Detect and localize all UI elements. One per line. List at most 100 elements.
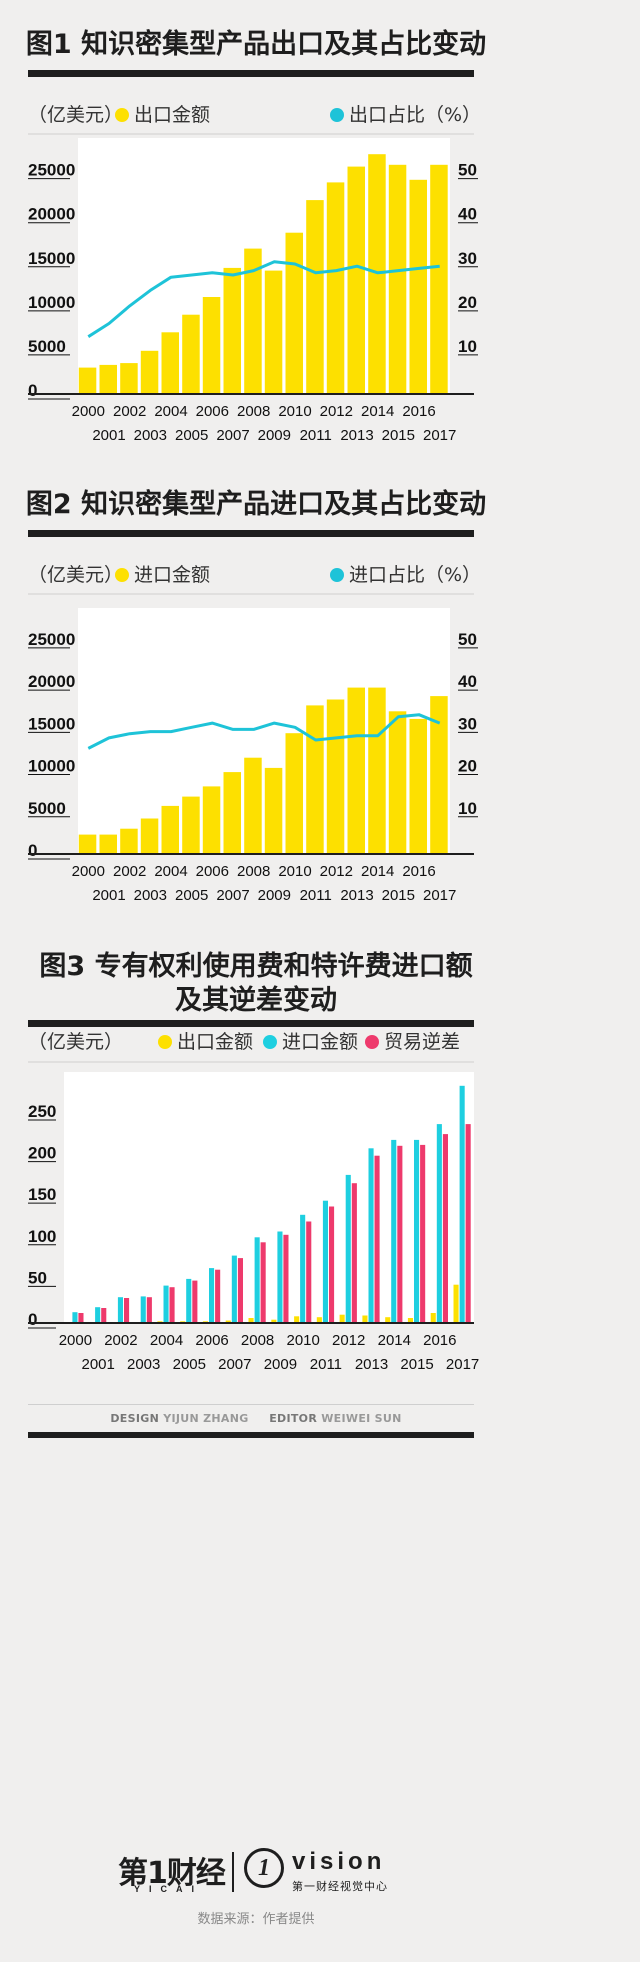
bar	[101, 1308, 107, 1323]
bar	[140, 818, 159, 854]
y-tick-label: 5000	[28, 337, 66, 356]
bar	[254, 1237, 260, 1323]
legend-swatch	[365, 1035, 379, 1049]
bar	[192, 1280, 198, 1323]
x-tick-label: 2006	[195, 1332, 228, 1349]
x-tick-label: 2009	[258, 427, 291, 444]
legend-swatch	[330, 108, 344, 122]
x-tick-label: 2002	[104, 1332, 137, 1349]
x-tick-label: 2008	[237, 863, 270, 880]
bar	[414, 1139, 420, 1323]
yicai-logo: 第1财经	[118, 1856, 226, 1891]
x-tick-label: 2001	[92, 427, 125, 444]
x-tick-label: 2010	[287, 1332, 320, 1349]
y-tick-label: 10000	[28, 757, 75, 776]
one-vision-logo-icon: 1	[244, 1848, 284, 1888]
bar	[300, 1214, 306, 1323]
y-tick-label: 15000	[28, 714, 75, 733]
chart3-title-rule	[28, 1020, 474, 1027]
plot-area	[64, 1072, 474, 1323]
series-line	[87, 260, 440, 338]
bar	[368, 687, 386, 854]
x-tick-label: 2011	[300, 427, 332, 444]
bar	[430, 164, 448, 394]
y2-tick-label: 10	[458, 799, 477, 818]
bar	[231, 1255, 237, 1323]
x-tick-label: 2013	[355, 1356, 388, 1373]
bar	[248, 1318, 254, 1323]
credits-line: DESIGN YIJUN ZHANG EDITOR WEIWEI SUN	[0, 1412, 512, 1425]
bar	[409, 718, 427, 854]
bar	[264, 767, 283, 854]
bar	[388, 711, 407, 854]
bar	[285, 232, 303, 394]
bar	[78, 367, 97, 394]
x-tick-label: 2014	[361, 863, 394, 880]
x-tick-label: 2013	[340, 427, 373, 444]
y2-tick-label: 30	[458, 249, 477, 268]
x-tick-label: 2002	[113, 403, 146, 420]
legend-label: 进口占比（%）	[349, 564, 481, 586]
x-tick-label: 2012	[320, 403, 353, 420]
bar	[117, 1297, 123, 1323]
x-tick-label: 2010	[278, 403, 311, 420]
credits-design-label: DESIGN	[110, 1412, 160, 1425]
x-tick-label: 2011	[310, 1356, 342, 1373]
bar	[244, 248, 262, 394]
bar	[186, 1278, 192, 1323]
bar	[347, 687, 365, 854]
x-tick-label: 2000	[59, 1332, 92, 1349]
y-tick-label: 25000	[28, 161, 75, 180]
chart1-title-rule	[28, 70, 474, 77]
bar	[362, 1315, 368, 1323]
chart3-svg: （亿美元） 出口金额 进口金额 贸易逆差 0 50 100 150 200 250 2000 2002…	[28, 1031, 479, 1373]
bar	[215, 1269, 221, 1323]
bar	[264, 270, 283, 394]
legend-label: 出口金额	[177, 1031, 253, 1053]
x-tick-label: 2006	[196, 403, 229, 420]
vision-logo-sub: 第一财经视觉中心	[292, 1880, 388, 1893]
chart2-title-rule	[28, 530, 474, 537]
bar	[99, 834, 117, 854]
bar	[202, 297, 221, 394]
bar	[294, 1316, 300, 1323]
credits-design-name: YIJUN ZHANG	[163, 1412, 249, 1425]
legend-unit-label: （亿美元）	[28, 104, 123, 126]
legend-label: 出口金额	[134, 104, 210, 126]
legend-swatch	[115, 108, 129, 122]
x-tick-label: 2000	[72, 863, 105, 880]
bar	[453, 1284, 459, 1323]
legend-swatch	[158, 1035, 172, 1049]
chart2-svg: （亿美元） 进口金额 进口占比（%） 0 5000 10000 15000 20000 2500…	[28, 564, 481, 904]
x-tick-label: 2017	[423, 887, 456, 904]
x-tick-label: 2000	[72, 403, 105, 420]
x-tick-label: 2003	[134, 427, 167, 444]
chart3-title-line2: 及其逆差变动	[175, 985, 337, 1016]
y-tick-label: 200	[28, 1144, 56, 1163]
bar	[436, 1124, 442, 1323]
bar	[345, 1174, 351, 1323]
x-tick-label: 2014	[361, 403, 394, 420]
legend-label: 进口金额	[282, 1031, 358, 1053]
bar	[306, 705, 324, 854]
bar	[459, 1085, 465, 1323]
legend-label: 进口金额	[134, 564, 210, 586]
bar	[339, 1314, 345, 1323]
legend-label: 贸易逆差	[384, 1031, 460, 1053]
bar	[223, 772, 241, 854]
y-tick-label: 20000	[28, 205, 75, 224]
y2-tick-label: 30	[458, 714, 477, 733]
y-tick-label: 0	[28, 1310, 37, 1329]
bar	[209, 1268, 215, 1323]
chart3-title-line1: 图3 专有权利使用费和特许费进口额	[39, 951, 473, 982]
bar	[182, 314, 200, 394]
legend-swatch	[115, 568, 129, 582]
x-tick-label: 2016	[423, 1332, 456, 1349]
plot-area	[78, 608, 450, 854]
x-tick-label: 2011	[300, 887, 332, 904]
bar	[223, 267, 241, 394]
x-tick-label: 2008	[237, 403, 270, 420]
chart1-title: 图1 知识密集型产品出口及其占比变动	[25, 29, 487, 60]
bar	[271, 1319, 277, 1323]
bar	[442, 1134, 448, 1323]
